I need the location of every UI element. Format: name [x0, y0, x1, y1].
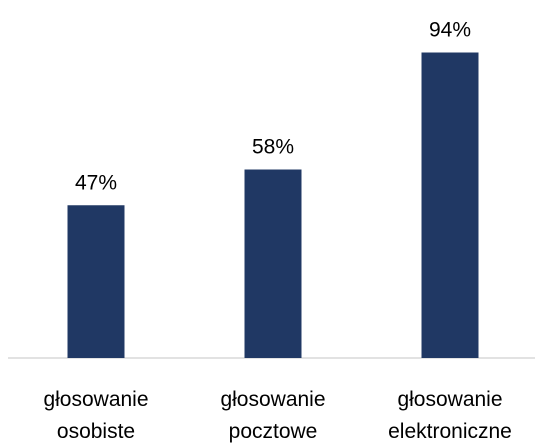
- category-labels-group: głosowanie osobiste głosowanie pocztowe głos…: [43, 388, 511, 443]
- bar-2: [245, 170, 302, 359]
- category-label-1-line-1: głosowanie: [43, 388, 148, 411]
- category-label-3-line-2: elektroniczne: [388, 420, 512, 443]
- bar-3: [422, 53, 479, 359]
- value-labels-group: 47% 58% 94%: [75, 19, 471, 195]
- data-label-3: 94%: [429, 19, 471, 42]
- category-label-3-line-1: głosowanie: [397, 388, 502, 411]
- category-label-1-line-2: osobiste: [57, 420, 135, 443]
- data-label-1: 47%: [75, 171, 117, 194]
- category-label-2-line-1: głosowanie: [220, 388, 325, 411]
- category-label-2-line-2: pocztowe: [229, 420, 318, 443]
- data-label-2: 58%: [252, 136, 294, 159]
- bar-1: [68, 205, 125, 358]
- bars-group: [68, 53, 479, 359]
